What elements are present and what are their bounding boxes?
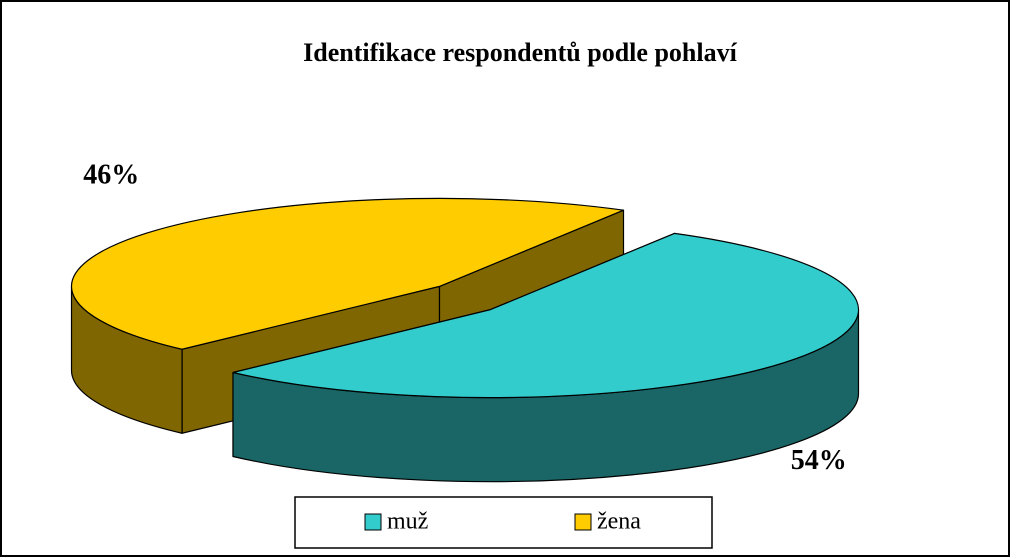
data-label: 54% (791, 445, 847, 476)
legend-swatch (574, 513, 592, 531)
legend-swatch (364, 513, 382, 531)
legend (294, 496, 713, 549)
pie (70, 197, 860, 483)
slice (232, 232, 860, 399)
legend-label: muž (387, 509, 428, 535)
chart-title: Identifikace respondentů podle pohlaví (303, 38, 737, 67)
data-label: 46% (83, 160, 139, 191)
slice (70, 197, 625, 350)
legend-items: muž žena (364, 509, 641, 535)
legend-label: žena (597, 509, 641, 535)
